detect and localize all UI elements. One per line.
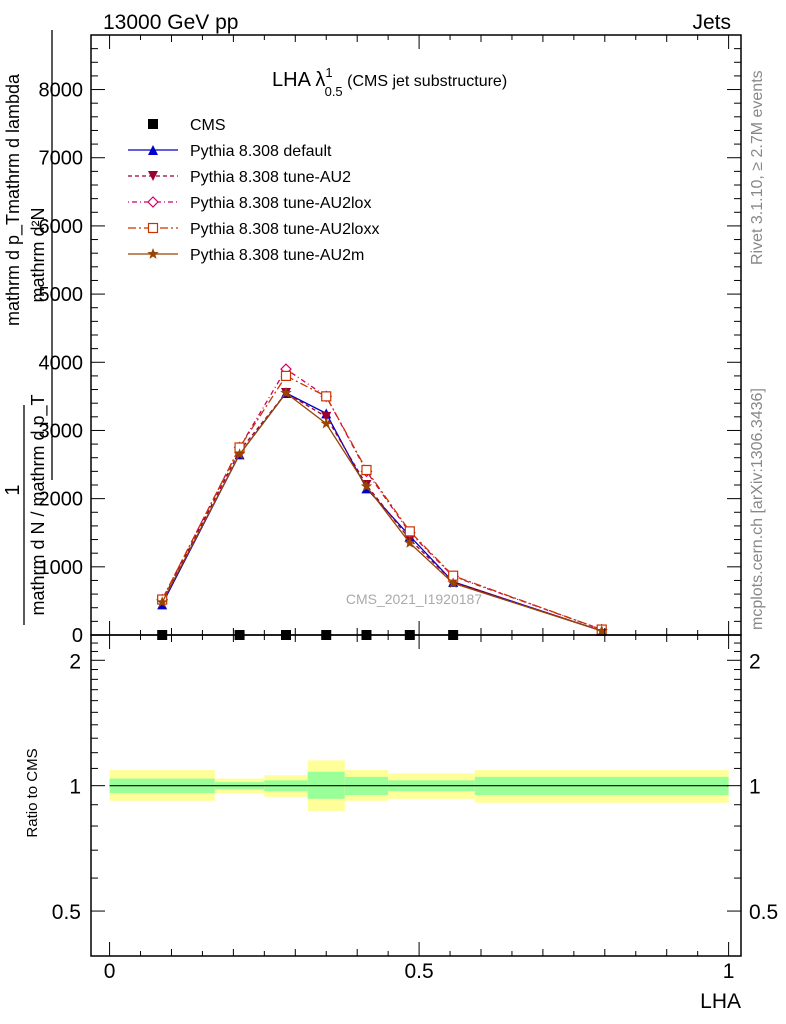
- series-marker: [404, 537, 416, 548]
- legend-label: Pythia 8.308 tune-AU2lox: [190, 195, 371, 212]
- legend-label: Pythia 8.308 tune-AU2: [190, 169, 351, 186]
- series-marker: [404, 526, 415, 537]
- y-tick-label: 7000: [39, 148, 84, 170]
- header-energy-label: 13000 GeV pp: [103, 11, 238, 34]
- main-plot-frame: [90, 34, 742, 636]
- mcplots-credit-label: mcplots.cern.ch [arXiv:1306.3436]: [749, 388, 766, 630]
- x-tick-label: 0.5: [404, 960, 433, 983]
- legend-item: Pythia 8.308 tune-AU2: [128, 169, 351, 186]
- series-marker: [233, 448, 246, 460]
- series-marker: [447, 577, 459, 588]
- series-marker: [321, 411, 332, 422]
- y-tick-label: 2000: [39, 489, 84, 511]
- legend-item: Pythia 8.308 tune-AU2lox: [128, 195, 371, 212]
- series-5: [156, 387, 608, 636]
- x-axis-label: LHA: [700, 990, 741, 1013]
- series-marker: [147, 222, 159, 234]
- ratio-plot-frame: [90, 634, 742, 957]
- series-layer: [156, 363, 608, 636]
- analysis-watermark: CMS_2021_I1920187: [346, 591, 482, 607]
- ratio-y-tick-label: 1: [69, 776, 81, 799]
- ratio-y-tick-label-right: 1: [749, 776, 761, 799]
- x-tick-label: 0: [104, 960, 116, 983]
- series-marker: [360, 480, 373, 492]
- ylabel-denominator-top: mathrm d p_Tmathrm d lambda: [3, 73, 24, 326]
- y-tick-label: 6000: [39, 216, 84, 238]
- series-line: [161, 375, 602, 631]
- header-process-label: Jets: [692, 11, 731, 34]
- legend-label: Pythia 8.308 default: [190, 143, 332, 160]
- ratio-uncertainty-bands: [109, 760, 729, 811]
- legend-label: Pythia 8.308 tune-AU2m: [190, 247, 364, 264]
- series-marker: [361, 464, 372, 476]
- x-axis-tick-labels: 0 0.5 1: [104, 960, 735, 983]
- ratio-y-tick-label: 2: [69, 650, 81, 673]
- legend-item: Pythia 8.308 tune-AU2m: [128, 247, 364, 264]
- data-marker: [148, 119, 158, 129]
- legend-label: CMS: [190, 117, 226, 134]
- series-marker: [156, 596, 168, 608]
- series-line: [161, 392, 602, 632]
- y-tick-label: 0: [72, 625, 83, 647]
- y-tick-label: 5000: [39, 284, 84, 306]
- main-plot-panel: 0 1000 2000 3000 4000 5000 6000 7000 8000: [39, 34, 742, 647]
- y-tick-label: 1000: [39, 557, 84, 579]
- series-marker: [148, 145, 158, 155]
- ratio-y-tick-label-right: 0.5: [749, 901, 778, 924]
- series-marker: [321, 391, 332, 402]
- y-tick-label: 4000: [39, 352, 84, 374]
- series-marker: [148, 171, 158, 181]
- ratio-y-tick-label: 0.5: [52, 901, 81, 924]
- legend-item: CMS: [148, 117, 226, 134]
- y-tick-label: 8000: [39, 80, 84, 102]
- ylabel-denominator: mathrm d N / mathrm d p_T: [28, 394, 49, 615]
- x-tick-label: 1: [723, 960, 735, 983]
- series-line: [161, 392, 602, 632]
- legend-item: Pythia 8.308 default: [128, 143, 332, 160]
- series-marker: [147, 248, 159, 259]
- plot-title: LHA λ1 0.5 (CMS jet substructure): [272, 65, 507, 99]
- series-marker: [280, 370, 292, 382]
- series-marker: [596, 624, 608, 636]
- series-marker: [320, 417, 332, 429]
- ratio-y-tick-label-right: 2: [749, 650, 761, 673]
- title-superscript: 1: [325, 65, 332, 80]
- ylabel-numerator: 1: [2, 484, 24, 495]
- main-y-axis-label: mathrm d²N mathrm d p_Tmathrm d lambda 1…: [2, 30, 53, 625]
- ratio-plot-panel: 0.5 0.5 1 1 2 2: [52, 634, 778, 957]
- y-tick-label: 3000: [39, 420, 84, 442]
- legend-label: Pythia 8.308 tune-AU2loxx: [190, 221, 379, 238]
- title-suffix: (CMS jet substructure): [343, 73, 507, 90]
- legend: CMS Pythia 8.308 default Pythia 8.308 tune…: [128, 117, 379, 264]
- ylabel-numerator-top: mathrm d²N: [28, 207, 48, 302]
- title-subscript: 0.5: [325, 84, 343, 99]
- title-main: LHA λ: [272, 69, 325, 91]
- legend-item: Pythia 8.308 tune-AU2loxx: [128, 221, 379, 238]
- svg-text:LHA λ10.5 (CMS jet substructur: LHA λ1 0.5 (CMS jet substructure): [272, 65, 507, 99]
- series-marker: [280, 387, 292, 398]
- ratio-y-axis-label: Ratio to CMS: [24, 748, 41, 837]
- rivet-version-label: Rivet 3.1.10, ≥ 2.7M events: [749, 70, 766, 265]
- series-marker: [147, 196, 159, 208]
